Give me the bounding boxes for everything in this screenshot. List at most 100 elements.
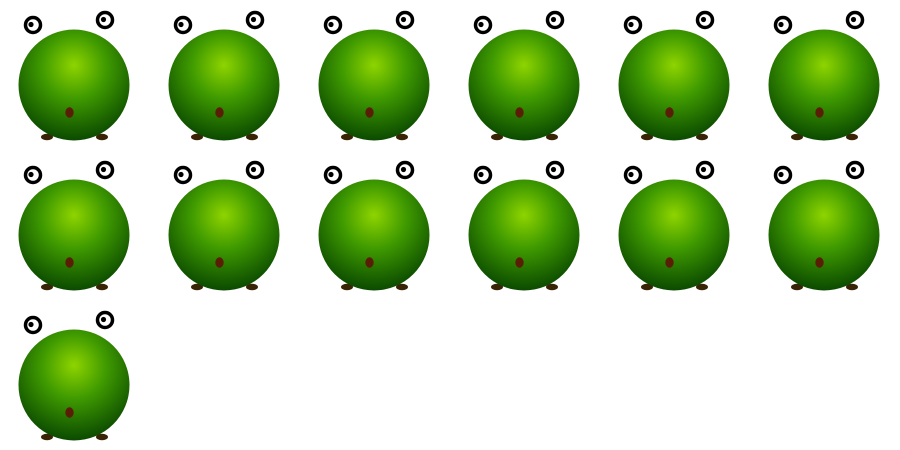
right-foot xyxy=(696,133,708,141)
left-foot xyxy=(41,283,53,291)
right-foot xyxy=(846,133,858,141)
right-pupil xyxy=(550,16,557,23)
creature-body xyxy=(18,29,130,141)
mouth xyxy=(515,257,524,268)
sprite-frame-9 xyxy=(300,150,450,300)
creature-body xyxy=(768,179,880,291)
creature-body xyxy=(18,329,130,441)
right-pupil xyxy=(100,316,107,323)
right-foot xyxy=(246,133,258,141)
mouth xyxy=(365,107,374,118)
creature-body xyxy=(768,29,880,141)
right-pupil xyxy=(100,16,107,23)
right-pupil xyxy=(850,16,857,23)
left-pupil xyxy=(28,171,34,178)
right-foot xyxy=(96,283,108,291)
right-pupil xyxy=(700,16,707,23)
left-pupil xyxy=(28,21,34,28)
left-foot xyxy=(791,283,803,291)
sprite-frame-4 xyxy=(450,0,600,150)
mouth xyxy=(65,407,74,418)
green-blob-creature-icon xyxy=(468,10,580,141)
sprite-frame-11 xyxy=(600,150,750,300)
right-foot xyxy=(246,283,258,291)
creature-body xyxy=(168,29,280,141)
right-foot xyxy=(396,283,408,291)
right-foot xyxy=(696,283,708,291)
left-foot xyxy=(641,133,653,141)
green-blob-creature-icon xyxy=(768,160,880,291)
sprite-frame-12 xyxy=(750,150,900,300)
left-pupil xyxy=(628,21,634,28)
left-foot xyxy=(491,283,503,291)
right-pupil xyxy=(250,16,257,23)
sprite-frame-7 xyxy=(0,150,150,300)
left-pupil xyxy=(28,321,34,328)
green-blob-creature-icon xyxy=(468,160,580,291)
green-blob-creature-icon xyxy=(18,160,130,291)
sprite-frame-5 xyxy=(600,0,750,150)
creature-body xyxy=(468,179,580,291)
green-blob-creature-icon xyxy=(18,10,130,141)
green-blob-creature-icon xyxy=(168,10,280,141)
left-foot xyxy=(341,133,353,141)
mouth xyxy=(365,257,374,268)
right-pupil xyxy=(400,16,407,23)
mouth xyxy=(815,257,824,268)
left-foot xyxy=(191,283,203,291)
green-blob-creature-icon xyxy=(318,160,430,291)
right-foot xyxy=(546,283,558,291)
mouth xyxy=(515,107,524,118)
right-foot xyxy=(396,133,408,141)
green-blob-creature-icon xyxy=(168,160,280,291)
sprite-frame-2 xyxy=(150,0,300,150)
green-blob-creature-icon xyxy=(618,10,730,141)
right-pupil xyxy=(550,166,557,173)
mouth xyxy=(665,107,674,118)
left-pupil xyxy=(478,21,484,28)
left-foot xyxy=(791,133,803,141)
right-pupil xyxy=(250,166,257,173)
right-foot xyxy=(846,283,858,291)
sprite-frame-6 xyxy=(750,0,900,150)
creature-body xyxy=(18,179,130,291)
left-pupil xyxy=(178,171,184,178)
right-pupil xyxy=(850,166,857,173)
mouth xyxy=(815,107,824,118)
left-pupil xyxy=(628,171,634,178)
mouth xyxy=(665,257,674,268)
creature-body xyxy=(618,179,730,291)
creature-body xyxy=(168,179,280,291)
green-blob-creature-icon xyxy=(618,160,730,291)
mouth xyxy=(215,257,224,268)
right-pupil xyxy=(700,166,707,173)
left-pupil xyxy=(478,171,484,178)
sprite-frame-1 xyxy=(0,0,150,150)
mouth xyxy=(65,257,74,268)
sprite-frame-13 xyxy=(0,300,150,450)
green-blob-creature-icon xyxy=(768,10,880,141)
green-blob-creature-icon xyxy=(18,310,130,441)
mouth xyxy=(65,107,74,118)
creature-body xyxy=(318,29,430,141)
sprite-frame-8 xyxy=(150,150,300,300)
left-pupil xyxy=(328,171,334,178)
right-foot xyxy=(96,433,108,441)
left-foot xyxy=(491,133,503,141)
right-foot xyxy=(96,133,108,141)
left-pupil xyxy=(328,21,334,28)
left-pupil xyxy=(778,21,784,28)
creature-body xyxy=(318,179,430,291)
left-foot xyxy=(341,283,353,291)
green-blob-creature-icon xyxy=(318,10,430,141)
left-foot xyxy=(41,133,53,141)
sprite-frame-3 xyxy=(300,0,450,150)
left-pupil xyxy=(778,171,784,178)
creature-body xyxy=(468,29,580,141)
creature-body xyxy=(618,29,730,141)
left-foot xyxy=(191,133,203,141)
left-pupil xyxy=(178,21,184,28)
right-pupil xyxy=(100,166,107,173)
right-pupil xyxy=(400,166,407,173)
left-foot xyxy=(41,433,53,441)
